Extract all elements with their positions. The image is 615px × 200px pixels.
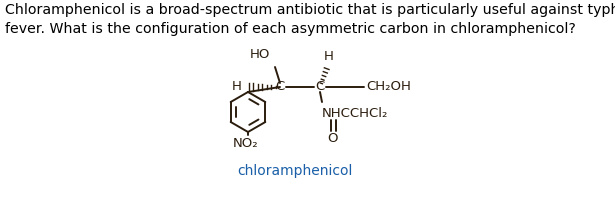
Text: CH₂OH: CH₂OH	[366, 80, 411, 94]
Text: C: C	[315, 80, 325, 94]
Text: chloramphenicol: chloramphenicol	[237, 164, 352, 178]
Text: H: H	[324, 50, 334, 63]
Text: Chloramphenicol is a broad-spectrum antibiotic that is particularly useful again: Chloramphenicol is a broad-spectrum anti…	[5, 3, 615, 36]
Text: NO₂: NO₂	[233, 137, 259, 150]
Text: C: C	[276, 80, 285, 94]
Text: NHCCHCl₂: NHCCHCl₂	[322, 107, 389, 120]
Text: HO: HO	[250, 48, 270, 61]
Text: H: H	[232, 80, 242, 94]
Text: O: O	[328, 132, 338, 145]
